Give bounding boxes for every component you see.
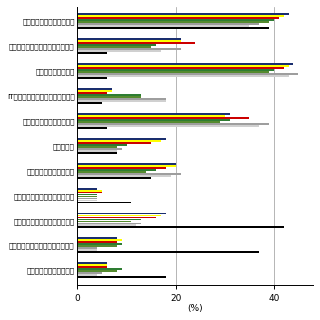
Bar bbox=[77, 69, 274, 71]
Bar bbox=[77, 18, 279, 19]
Bar bbox=[77, 268, 122, 270]
Bar bbox=[77, 212, 166, 214]
Bar bbox=[77, 77, 107, 79]
Bar bbox=[77, 241, 117, 243]
Bar bbox=[77, 20, 274, 21]
Bar bbox=[77, 138, 166, 140]
Bar bbox=[77, 249, 97, 251]
Bar bbox=[77, 222, 141, 224]
Bar bbox=[77, 152, 117, 154]
Bar bbox=[77, 50, 161, 52]
Bar bbox=[77, 266, 107, 268]
Bar bbox=[77, 100, 166, 102]
Bar bbox=[77, 46, 151, 48]
Bar bbox=[77, 140, 161, 142]
X-axis label: (%): (%) bbox=[188, 304, 203, 313]
Bar bbox=[77, 175, 171, 177]
Bar bbox=[77, 165, 176, 167]
Bar bbox=[77, 192, 102, 194]
Bar bbox=[77, 38, 180, 40]
Bar bbox=[77, 198, 97, 199]
Bar bbox=[77, 272, 102, 274]
Bar bbox=[77, 247, 97, 249]
Bar bbox=[77, 142, 151, 144]
Bar bbox=[77, 98, 166, 100]
Bar bbox=[77, 237, 117, 239]
Bar bbox=[77, 276, 166, 278]
Bar bbox=[77, 92, 107, 94]
Bar bbox=[77, 270, 117, 272]
Bar bbox=[77, 220, 132, 222]
Bar bbox=[77, 274, 97, 276]
Bar bbox=[77, 73, 298, 75]
Bar bbox=[77, 163, 176, 164]
Bar bbox=[77, 144, 126, 146]
Bar bbox=[77, 28, 269, 29]
Bar bbox=[77, 188, 97, 189]
Bar bbox=[77, 96, 141, 98]
Bar bbox=[77, 219, 141, 220]
Bar bbox=[77, 121, 220, 123]
Bar bbox=[77, 227, 284, 228]
Bar bbox=[77, 42, 195, 44]
Bar bbox=[77, 225, 136, 226]
Bar bbox=[77, 264, 107, 266]
Bar bbox=[77, 173, 180, 175]
Bar bbox=[77, 167, 166, 169]
Bar bbox=[77, 115, 225, 117]
Bar bbox=[77, 25, 249, 27]
Bar bbox=[77, 23, 259, 25]
Bar bbox=[77, 169, 156, 171]
Bar bbox=[77, 44, 156, 46]
Bar bbox=[77, 75, 289, 77]
Bar bbox=[77, 52, 107, 54]
Bar bbox=[77, 71, 269, 73]
Bar bbox=[77, 125, 259, 127]
Bar bbox=[77, 15, 284, 17]
Bar bbox=[77, 146, 117, 148]
Bar bbox=[77, 214, 161, 216]
Bar bbox=[77, 123, 269, 125]
Bar bbox=[77, 40, 180, 42]
Bar bbox=[77, 94, 141, 96]
Bar bbox=[77, 113, 230, 115]
Bar bbox=[77, 217, 156, 218]
Bar bbox=[77, 90, 112, 92]
Bar bbox=[77, 102, 102, 104]
Bar bbox=[77, 119, 230, 121]
Bar bbox=[77, 171, 146, 172]
Bar bbox=[77, 239, 122, 241]
Bar bbox=[77, 67, 284, 69]
Bar bbox=[77, 244, 122, 245]
Bar bbox=[77, 262, 107, 264]
Bar bbox=[77, 88, 112, 90]
Bar bbox=[77, 252, 259, 253]
Bar bbox=[77, 150, 117, 152]
Bar bbox=[77, 21, 269, 23]
Bar bbox=[77, 117, 249, 119]
Bar bbox=[77, 177, 151, 179]
Bar bbox=[77, 245, 117, 247]
Bar bbox=[77, 127, 107, 129]
Bar bbox=[77, 65, 289, 67]
Bar bbox=[77, 13, 289, 15]
Bar bbox=[77, 148, 122, 150]
Bar bbox=[77, 202, 132, 204]
Bar bbox=[77, 194, 97, 196]
Bar bbox=[77, 63, 293, 65]
Bar bbox=[77, 48, 180, 50]
Bar bbox=[77, 196, 97, 197]
Bar bbox=[77, 190, 102, 191]
Bar bbox=[77, 200, 97, 202]
